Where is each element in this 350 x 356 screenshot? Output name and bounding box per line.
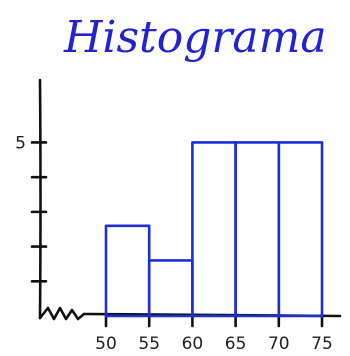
y-tick-label: 5 <box>15 133 26 153</box>
y-axis-line <box>38 78 42 320</box>
histogram-bar-3 <box>191 141 237 318</box>
histogram-bar-1 <box>104 224 151 318</box>
axis-break-zigzag <box>38 306 86 321</box>
y-tick-labels: 5 <box>15 133 26 153</box>
x-tick-label: 50 <box>95 334 117 354</box>
chart-title: Histograma <box>63 12 327 63</box>
x-tick-label: 65 <box>225 334 247 354</box>
histogram-bar-4 <box>234 141 281 318</box>
x-tick-label: 60 <box>182 334 204 354</box>
x-tick-labels: 50 55 60 65 70 75 <box>95 334 333 354</box>
x-tick-label: 55 <box>138 334 160 354</box>
histogram-bar-2 <box>147 259 194 318</box>
axes <box>30 78 342 328</box>
bars-group <box>104 141 324 318</box>
x-tick-label: 75 <box>311 334 333 354</box>
x-tick-label: 70 <box>268 334 290 354</box>
histogram-bar-5 <box>277 141 324 318</box>
